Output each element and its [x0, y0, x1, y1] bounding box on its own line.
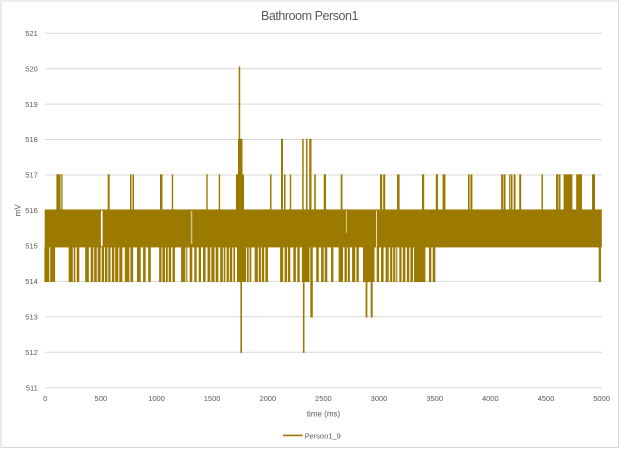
svg-text:4500: 4500 [538, 394, 555, 403]
svg-text:2500: 2500 [315, 394, 332, 403]
svg-text:511: 511 [26, 383, 38, 392]
svg-text:512: 512 [25, 348, 38, 357]
svg-text:3500: 3500 [426, 394, 443, 403]
svg-text:2000: 2000 [259, 394, 276, 403]
svg-text:5000: 5000 [593, 394, 610, 403]
svg-text:500: 500 [95, 394, 108, 403]
svg-text:Person1_9: Person1_9 [305, 431, 341, 440]
svg-text:0: 0 [43, 394, 47, 403]
svg-text:514: 514 [25, 277, 38, 286]
svg-text:4000: 4000 [482, 394, 499, 403]
svg-text:515: 515 [25, 242, 38, 251]
svg-text:1000: 1000 [148, 394, 165, 403]
svg-text:517: 517 [25, 171, 38, 180]
svg-text:1500: 1500 [204, 394, 221, 403]
svg-text:513: 513 [25, 313, 38, 322]
svg-text:521: 521 [25, 29, 38, 38]
svg-text:time (ms): time (ms) [307, 410, 341, 419]
svg-text:520: 520 [25, 64, 38, 73]
svg-text:518: 518 [25, 135, 38, 144]
svg-text:Bathroom Person1: Bathroom Person1 [261, 9, 359, 23]
svg-text:519: 519 [25, 100, 38, 109]
svg-text:mV: mV [13, 204, 22, 217]
svg-text:516: 516 [25, 206, 38, 215]
svg-text:3000: 3000 [371, 394, 388, 403]
